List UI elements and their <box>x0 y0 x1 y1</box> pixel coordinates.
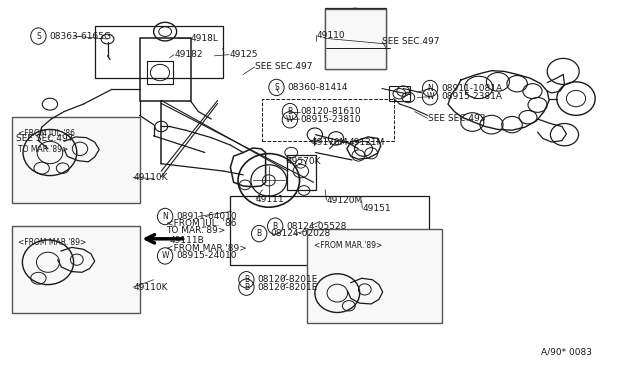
Text: <FROM MAR.'89>: <FROM MAR.'89> <box>18 238 86 247</box>
Text: 08915-23810: 08915-23810 <box>301 115 362 124</box>
Text: 08363-6165G: 08363-6165G <box>49 32 111 41</box>
Text: 08120-8201E: 08120-8201E <box>257 283 317 292</box>
Text: SEE SEC.493: SEE SEC.493 <box>428 114 485 123</box>
Bar <box>325 9 386 69</box>
Text: 08120-8201E: 08120-8201E <box>257 275 317 284</box>
Text: 08915-24010: 08915-24010 <box>176 251 237 260</box>
Text: N: N <box>428 84 433 93</box>
Text: 08360-81414: 08360-81414 <box>287 83 348 92</box>
Text: 49110K: 49110K <box>133 173 168 182</box>
Bar <box>147 61 173 84</box>
Text: A/90* 0083: A/90* 0083 <box>541 347 592 356</box>
Text: B: B <box>257 229 262 238</box>
Text: 08911-1081A: 08911-1081A <box>441 84 502 93</box>
Text: W: W <box>161 251 169 260</box>
Bar <box>389 86 410 101</box>
Text: <FROM JUL.'86: <FROM JUL.'86 <box>18 129 75 138</box>
Text: S: S <box>274 83 279 92</box>
Text: SEE SEC.497: SEE SEC.497 <box>382 37 440 46</box>
Text: W: W <box>286 115 294 124</box>
Text: 49110K: 49110K <box>133 283 168 292</box>
Bar <box>230 196 429 265</box>
Text: N: N <box>163 212 168 221</box>
Text: 49120M: 49120M <box>326 196 363 205</box>
Text: <FROM MAR.'89>: <FROM MAR.'89> <box>166 244 247 253</box>
Text: 49111: 49111 <box>256 195 285 203</box>
Text: 49125: 49125 <box>229 50 258 59</box>
Text: 49170M: 49170M <box>312 138 348 147</box>
Text: W: W <box>426 92 434 101</box>
Bar <box>287 155 316 190</box>
Text: B: B <box>244 275 249 284</box>
Bar <box>140 38 191 101</box>
Text: 49121M: 49121M <box>348 138 385 147</box>
Text: <FROM MAR.'89>: <FROM MAR.'89> <box>314 241 382 250</box>
Text: 08911-64010: 08911-64010 <box>176 212 237 221</box>
Text: S: S <box>36 32 41 41</box>
Bar <box>12 117 140 203</box>
Text: 49111B: 49111B <box>170 236 204 245</box>
Text: TO MAR.'89>: TO MAR.'89> <box>166 226 226 235</box>
Text: <FROM JUL. '86: <FROM JUL. '86 <box>166 219 237 228</box>
Text: 49570K: 49570K <box>287 157 321 166</box>
Text: 08124-02028: 08124-02028 <box>270 229 330 238</box>
Bar <box>95 26 223 78</box>
Bar <box>262 99 394 141</box>
Text: B: B <box>273 222 278 231</box>
Text: SEE SEC.497: SEE SEC.497 <box>16 134 74 143</box>
Bar <box>12 226 140 313</box>
Text: B: B <box>244 283 249 292</box>
Text: 4918L: 4918L <box>191 34 219 43</box>
Text: 49151: 49151 <box>362 204 391 213</box>
Text: 49182: 49182 <box>174 50 203 59</box>
Text: 08915-2381A: 08915-2381A <box>441 92 502 101</box>
Text: TO MAR.'89>: TO MAR.'89> <box>18 145 68 154</box>
Bar <box>325 8 386 69</box>
Text: 08120-81610: 08120-81610 <box>301 107 362 116</box>
Text: SEE SEC.497: SEE SEC.497 <box>255 62 312 71</box>
Text: 49110: 49110 <box>316 31 345 40</box>
Text: B: B <box>287 107 292 116</box>
Text: 08124-05528: 08124-05528 <box>286 222 346 231</box>
Bar <box>307 229 442 323</box>
